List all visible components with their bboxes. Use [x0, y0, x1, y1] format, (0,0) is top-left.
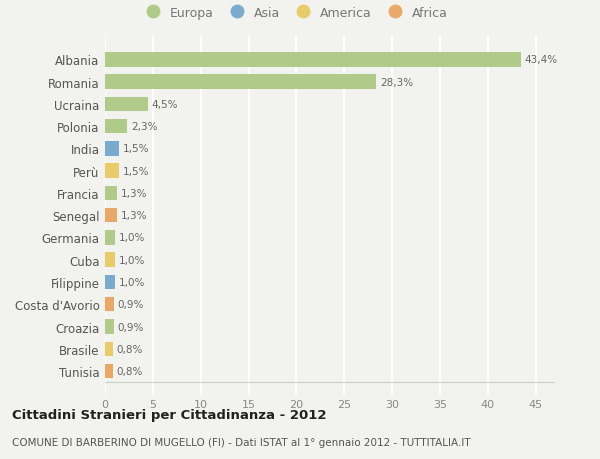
Bar — [105, 231, 115, 245]
Text: 1,0%: 1,0% — [118, 233, 145, 243]
Bar — [105, 297, 113, 312]
Text: 0,9%: 0,9% — [118, 300, 144, 309]
Text: 0,8%: 0,8% — [116, 344, 143, 354]
Text: 1,0%: 1,0% — [118, 255, 145, 265]
Text: 1,0%: 1,0% — [118, 277, 145, 287]
Bar — [105, 142, 119, 157]
Text: 43,4%: 43,4% — [524, 55, 557, 65]
Text: 1,3%: 1,3% — [121, 211, 148, 221]
Bar — [105, 75, 376, 90]
Text: 1,3%: 1,3% — [121, 189, 148, 198]
Text: Cittadini Stranieri per Cittadinanza - 2012: Cittadini Stranieri per Cittadinanza - 2… — [12, 408, 326, 421]
Bar — [105, 120, 127, 134]
Bar — [105, 364, 113, 379]
Text: 4,5%: 4,5% — [152, 100, 178, 110]
Bar — [105, 319, 113, 334]
Legend: Europa, Asia, America, Africa: Europa, Asia, America, Africa — [135, 2, 453, 25]
Bar — [105, 342, 113, 356]
Bar — [105, 164, 119, 179]
Bar — [105, 53, 521, 67]
Text: COMUNE DI BARBERINO DI MUGELLO (FI) - Dati ISTAT al 1° gennaio 2012 - TUTTITALIA: COMUNE DI BARBERINO DI MUGELLO (FI) - Da… — [12, 437, 470, 447]
Text: 2,3%: 2,3% — [131, 122, 157, 132]
Text: 1,5%: 1,5% — [123, 166, 149, 176]
Text: 0,9%: 0,9% — [118, 322, 144, 332]
Bar — [105, 208, 118, 223]
Text: 1,5%: 1,5% — [123, 144, 149, 154]
Bar — [105, 186, 118, 201]
Text: 28,3%: 28,3% — [380, 78, 413, 87]
Text: 0,8%: 0,8% — [116, 366, 143, 376]
Bar — [105, 97, 148, 112]
Bar — [105, 275, 115, 290]
Bar — [105, 253, 115, 268]
